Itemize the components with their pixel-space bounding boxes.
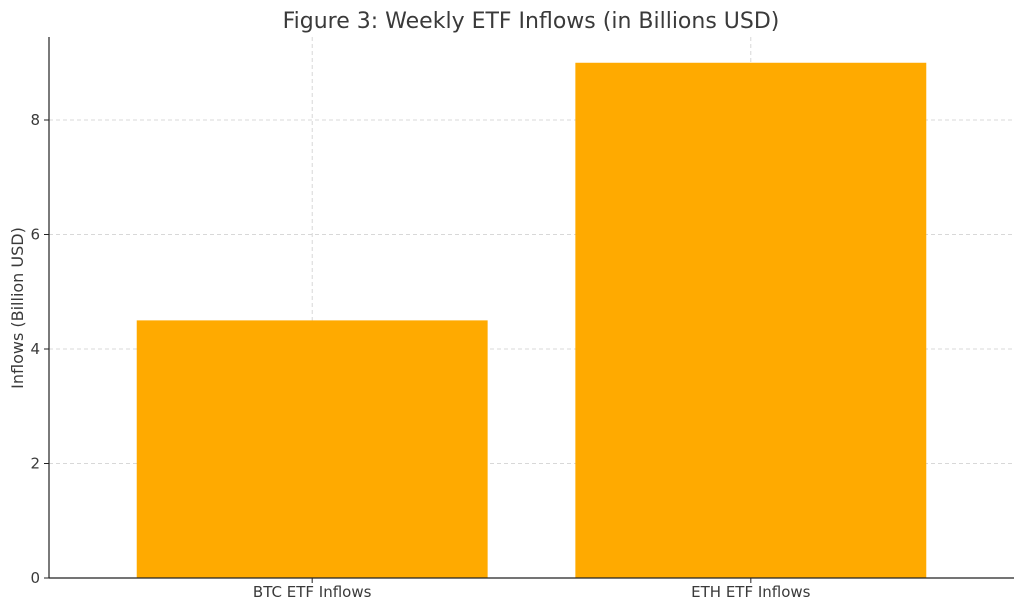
axis-layer: 0 2 4 6 8 BTC ETF Inflows ETH ETF Inflows — [30, 37, 1014, 601]
y-axis-label: Inflows (Billion USD) — [8, 227, 27, 389]
bar-layer — [136, 62, 927, 579]
y-tick-label: 4 — [30, 340, 40, 358]
y-tick-label: 2 — [30, 455, 40, 473]
y-tick-label: 0 — [30, 569, 40, 587]
bar-eth-etf-inflows — [575, 62, 927, 579]
bar-btc-etf-inflows — [136, 320, 488, 578]
x-tick-label: ETH ETF Inflows — [691, 583, 811, 601]
x-tick-label: BTC ETF Inflows — [253, 583, 372, 601]
y-tick-label: 6 — [30, 226, 40, 244]
chart-title: Figure 3: Weekly ETF Inflows (in Billion… — [283, 9, 780, 34]
y-tick-label: 8 — [30, 111, 40, 129]
